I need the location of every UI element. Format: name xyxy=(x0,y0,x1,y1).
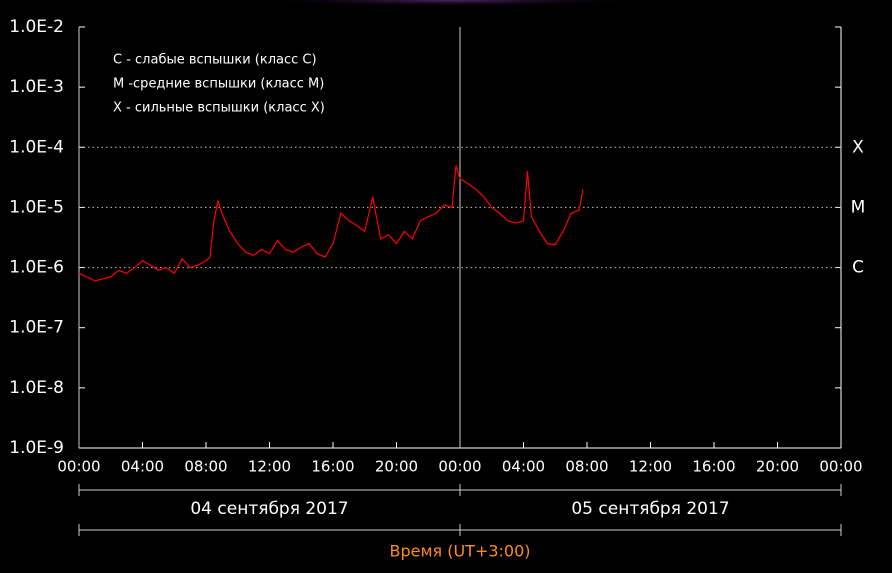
x-axis-title: Время (UT+3:00) xyxy=(389,542,530,561)
day-label: 04 сентября 2017 xyxy=(190,499,348,519)
x-tick-label: 12:00 xyxy=(629,458,672,476)
x-tick-label: 08:00 xyxy=(184,458,227,476)
legend-note: X - сильные вспышки (класс X) xyxy=(113,101,325,116)
legend-note: C - слабые вспышки (класс C) xyxy=(113,53,317,68)
top-glow xyxy=(250,0,650,14)
y-tick-label: 1.0E-7 xyxy=(9,318,64,338)
y-tick-label: 1.0E-3 xyxy=(9,77,64,97)
x-tick-label: 04:00 xyxy=(502,458,545,476)
x-tick-label: 00:00 xyxy=(819,458,862,476)
x-tick-label: 20:00 xyxy=(756,458,799,476)
x-tick-label: 08:00 xyxy=(565,458,608,476)
class-label: X xyxy=(852,137,864,157)
y-tick-label: 1.0E-4 xyxy=(9,137,64,157)
legend-note: M -средние вспышки (класс M) xyxy=(113,77,324,92)
y-tick-label: 1.0E-2 xyxy=(9,17,64,37)
x-tick-label: 00:00 xyxy=(57,458,100,476)
x-tick-label: 16:00 xyxy=(692,458,735,476)
class-label: C xyxy=(852,258,864,278)
x-tick-label: 04:00 xyxy=(121,458,164,476)
x-tick-label: 16:00 xyxy=(311,458,354,476)
x-tick-label: 12:00 xyxy=(248,458,291,476)
day-label: 05 сентября 2017 xyxy=(571,499,729,519)
x-tick-label: 00:00 xyxy=(438,458,481,476)
flux-line xyxy=(78,165,584,282)
class-label: M xyxy=(851,197,866,217)
y-tick-label: 1.0E-6 xyxy=(9,258,64,278)
x-tick-label: 20:00 xyxy=(375,458,418,476)
y-tick-label: 1.0E-8 xyxy=(9,378,64,398)
y-tick-label: 1.0E-5 xyxy=(9,197,64,217)
y-tick-label: 1.0E-9 xyxy=(9,438,64,458)
